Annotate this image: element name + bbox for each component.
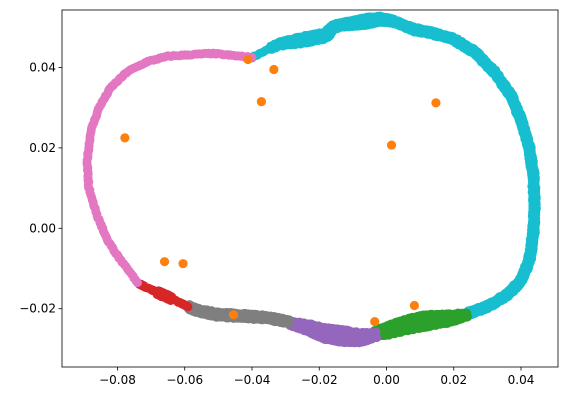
data-point xyxy=(243,54,253,65)
data-point xyxy=(228,310,239,320)
data-point xyxy=(159,257,170,267)
series-0 xyxy=(247,11,541,320)
y-tick-label: 0.02 xyxy=(29,141,56,155)
data-point xyxy=(370,316,380,327)
x-axis: −0.08 −0.06 −0.04 −0.02 0.00 0.02 0.04 xyxy=(99,367,534,387)
data-point xyxy=(256,97,267,107)
x-tick-label: −0.02 xyxy=(301,373,338,387)
axes-frame xyxy=(61,9,559,368)
data-point xyxy=(386,140,397,150)
series-2 xyxy=(284,316,382,348)
y-tick-label: −0.02 xyxy=(19,302,56,316)
data-point xyxy=(409,300,420,311)
x-tick-label: −0.06 xyxy=(166,373,203,387)
x-tick-label: 0.00 xyxy=(373,373,400,387)
x-tick-label: 0.04 xyxy=(508,373,535,387)
x-tick-label: 0.02 xyxy=(440,373,467,387)
x-tick-label: −0.04 xyxy=(234,373,271,387)
x-tick-label: −0.08 xyxy=(99,373,136,387)
y-tick-label: 0.04 xyxy=(29,60,56,74)
y-tick-label: 0.00 xyxy=(29,221,56,235)
y-axis: −0.02 0.00 0.02 0.04 xyxy=(19,60,62,316)
series-3 xyxy=(183,300,294,328)
series-1 xyxy=(368,308,472,341)
data-point xyxy=(120,133,130,143)
series-4 xyxy=(133,278,193,312)
series-5 xyxy=(82,48,257,288)
data-point xyxy=(178,259,188,269)
data-point xyxy=(269,64,279,75)
data-layer xyxy=(82,11,541,348)
series-6 xyxy=(120,54,441,327)
data-point xyxy=(431,98,441,108)
